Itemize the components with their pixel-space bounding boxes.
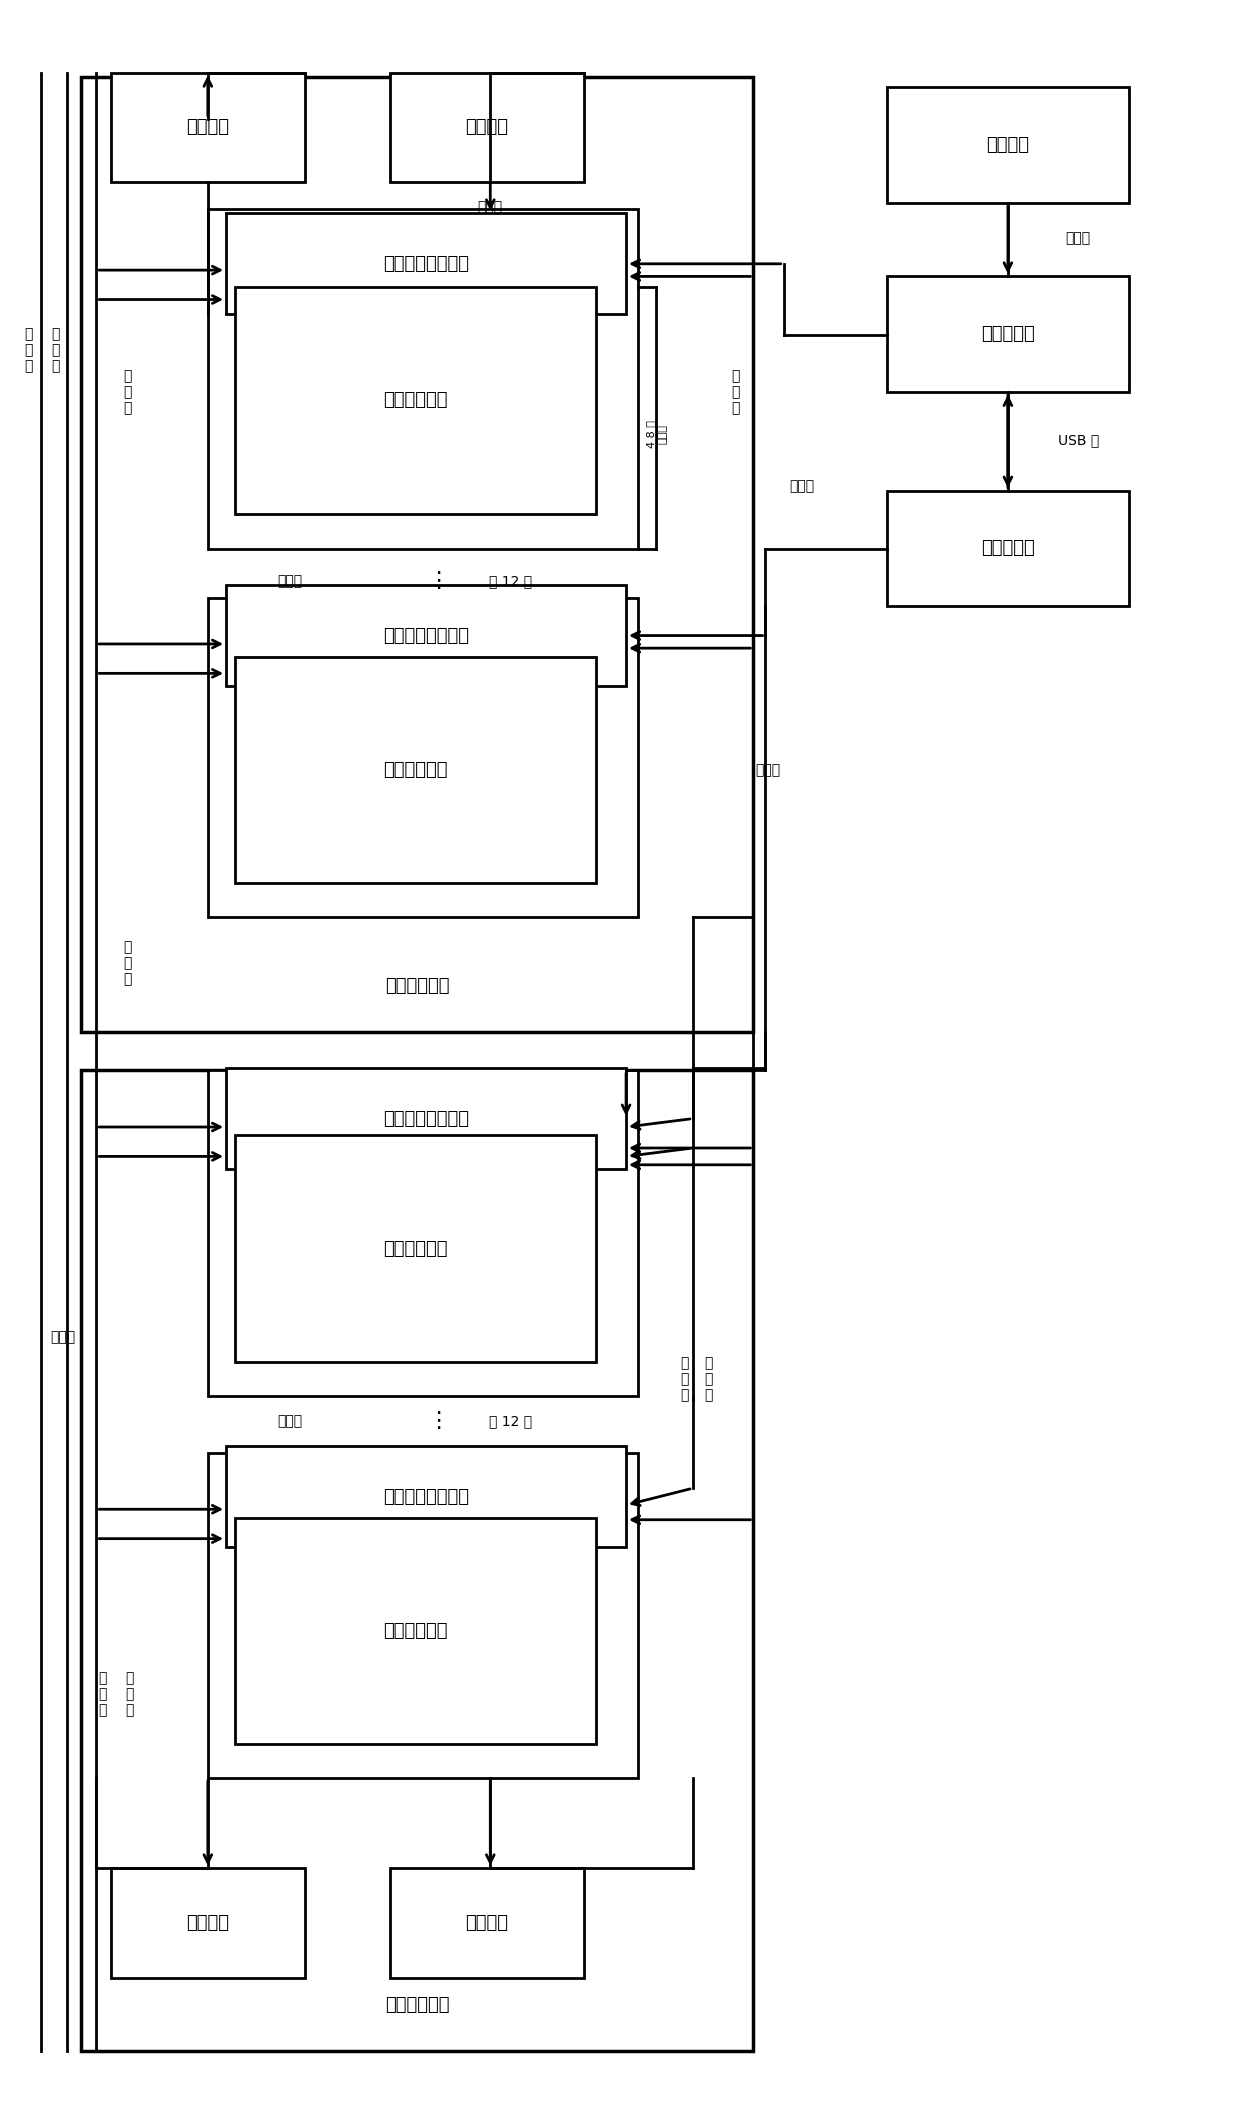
Text: 开关电源: 开关电源 — [465, 1913, 508, 1932]
Text: 串口线: 串口线 — [755, 764, 780, 777]
Text: 主测试电路板: 主测试电路板 — [383, 762, 448, 779]
Text: 共 12 组: 共 12 组 — [490, 575, 532, 587]
Bar — [234, 1136, 595, 1362]
Bar — [887, 492, 1130, 606]
Bar — [389, 1868, 584, 1977]
Bar — [234, 1517, 595, 1745]
Bar — [226, 1447, 626, 1547]
Text: 一级副测试电路板: 一级副测试电路板 — [383, 626, 469, 645]
Text: 频率计数器: 频率计数器 — [981, 326, 1035, 343]
Text: 串
缆
线: 串 缆 线 — [25, 328, 32, 372]
Bar — [389, 72, 584, 181]
Text: 主测试电路板: 主测试电路板 — [383, 1622, 448, 1641]
Text: 同轴线: 同轴线 — [1065, 232, 1091, 245]
Text: 开关电源: 开关电源 — [186, 1913, 229, 1932]
Text: 同轴线: 同轴线 — [50, 1330, 74, 1345]
Text: 分老化测试筱: 分老化测试筱 — [384, 1996, 449, 2013]
Bar — [887, 277, 1130, 392]
Text: ⋮: ⋮ — [427, 570, 449, 592]
Text: 二级副测试电路板: 二级副测试电路板 — [383, 1109, 469, 1128]
Bar — [226, 1068, 626, 1168]
Text: 开关电源: 开关电源 — [186, 119, 229, 136]
Bar — [234, 658, 595, 883]
Text: 主测试电路板: 主测试电路板 — [383, 392, 448, 409]
Bar — [110, 1868, 305, 1977]
Bar — [110, 72, 305, 181]
Text: 电
缆
线: 电 缆 线 — [704, 1356, 713, 1402]
Text: 电
缆
线: 电 缆 线 — [51, 328, 60, 372]
Bar — [226, 585, 626, 685]
Bar — [208, 1070, 639, 1396]
Text: 串口线: 串口线 — [790, 479, 815, 494]
Text: 电缆线: 电缆线 — [477, 200, 503, 215]
Text: 总老化测试筱: 总老化测试筱 — [384, 977, 449, 996]
Bar — [234, 287, 595, 513]
Text: 同
轴
线: 同 轴 线 — [124, 941, 131, 987]
Text: 电
缆
线: 电 缆 线 — [125, 1670, 133, 1717]
Text: 同
轴
线: 同 轴 线 — [124, 368, 131, 415]
Text: 4 8 针
连接器: 4 8 针 连接器 — [646, 419, 667, 447]
Text: 铷原子钟: 铷原子钟 — [986, 136, 1029, 153]
Text: 串口线: 串口线 — [277, 575, 303, 587]
Text: 控制计算机: 控制计算机 — [981, 538, 1035, 558]
Text: 电
缆
线: 电 缆 线 — [98, 1670, 107, 1717]
Text: 主测试电路板: 主测试电路板 — [383, 1241, 448, 1258]
Text: 开关电源: 开关电源 — [465, 119, 508, 136]
Bar — [208, 598, 639, 917]
Text: ⋮: ⋮ — [427, 1411, 449, 1430]
Bar — [81, 77, 754, 1032]
Bar — [208, 1453, 639, 1779]
Bar — [208, 209, 639, 549]
Bar — [81, 1070, 754, 2051]
Text: USB 线: USB 线 — [1058, 434, 1099, 447]
Text: 共 12 组: 共 12 组 — [490, 1413, 532, 1428]
Text: 三级副测试电路板: 三级副测试电路板 — [383, 255, 469, 272]
Text: 串口线: 串口线 — [277, 1413, 303, 1428]
Text: 电
缆
线: 电 缆 线 — [730, 368, 739, 415]
Bar — [226, 213, 626, 315]
Text: 一级副测试电路板: 一级副测试电路板 — [383, 1487, 469, 1507]
Bar — [887, 87, 1130, 202]
Text: 电
缆
线: 电 缆 线 — [680, 1356, 688, 1402]
